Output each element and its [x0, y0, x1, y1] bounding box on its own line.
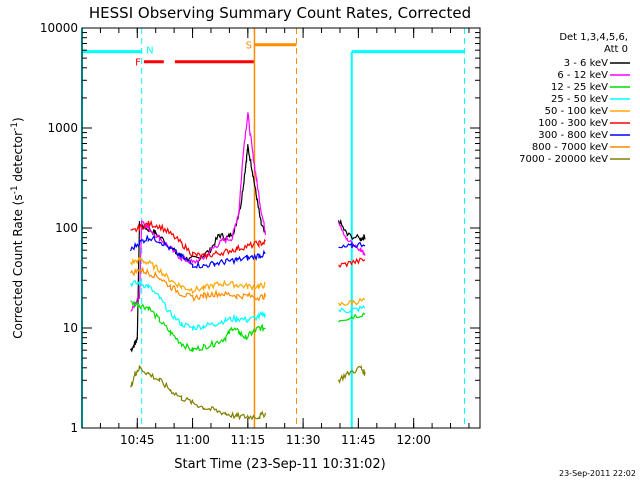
y-tick-label: 1000 [47, 121, 78, 135]
legend-entry-label: 25 - 50 keV [551, 94, 608, 105]
series-line [338, 241, 366, 249]
series-line [130, 219, 266, 261]
legend-entry-label: 100 - 300 keV [538, 118, 608, 129]
x-tick-label: 12:00 [396, 433, 431, 447]
y-tick-label: 10000 [40, 21, 78, 35]
legend-header: Det 1,3,4,5,6, [559, 32, 628, 43]
n-label: N [146, 46, 153, 57]
legend-entry-label: 300 - 800 keV [538, 130, 608, 141]
plot-area: NF S [81, 28, 466, 428]
x-tick-label: 10:45 [120, 433, 155, 447]
axes: 1 10 100 1000 10000 10:45 11:00 11:15 11:30 11:45… [40, 21, 481, 447]
series-line [130, 365, 267, 421]
series-line [338, 257, 366, 269]
series-line [130, 279, 267, 331]
legend-entry-label: 12 - 25 keV [551, 82, 608, 93]
legend-entry-label: 7000 - 20000 keV [519, 154, 608, 165]
y-axis-label: Corrected Count Rate (s-1 detector-1) [10, 117, 25, 338]
y-axis-label-text: Corrected Count Rate (s-1 detector-1) [10, 117, 25, 338]
series-line [130, 234, 266, 269]
legend-entry-label: 6 - 12 keV [557, 70, 608, 81]
series-line [130, 255, 266, 295]
legend-entry-label: 800 - 7000 keV [532, 142, 608, 153]
series-line [337, 364, 366, 384]
series-line [338, 312, 366, 323]
x-axis-label: Start Time (23-Sep-11 10:31:02) [174, 457, 385, 472]
x-tick-label: 11:00 [175, 433, 210, 447]
series-line [338, 297, 366, 307]
x-tick-label: 11:30 [286, 433, 321, 447]
series-line [338, 305, 366, 314]
chart-title: HESSI Observing Summary Count Rates, Cor… [89, 4, 471, 22]
y-tick-label: 1 [70, 421, 78, 435]
series-line [130, 266, 267, 303]
x-tick-label: 11:45 [341, 433, 376, 447]
legend-entry-label: 3 - 6 keV [564, 58, 608, 69]
series-line [130, 300, 266, 352]
series-line [337, 218, 366, 242]
s-label: S [246, 41, 252, 52]
y-tick-label: 100 [55, 221, 78, 235]
legend-entry-label: 50 - 100 keV [545, 106, 609, 117]
series-line [130, 112, 267, 312]
footer-timestamp: 23-Sep-2011 22:02 [559, 469, 636, 478]
y-tick-label: 10 [63, 321, 78, 335]
x-tick-label: 11:15 [231, 433, 266, 447]
legend-header: Att 0 [604, 44, 628, 55]
f-label: F [135, 58, 141, 69]
